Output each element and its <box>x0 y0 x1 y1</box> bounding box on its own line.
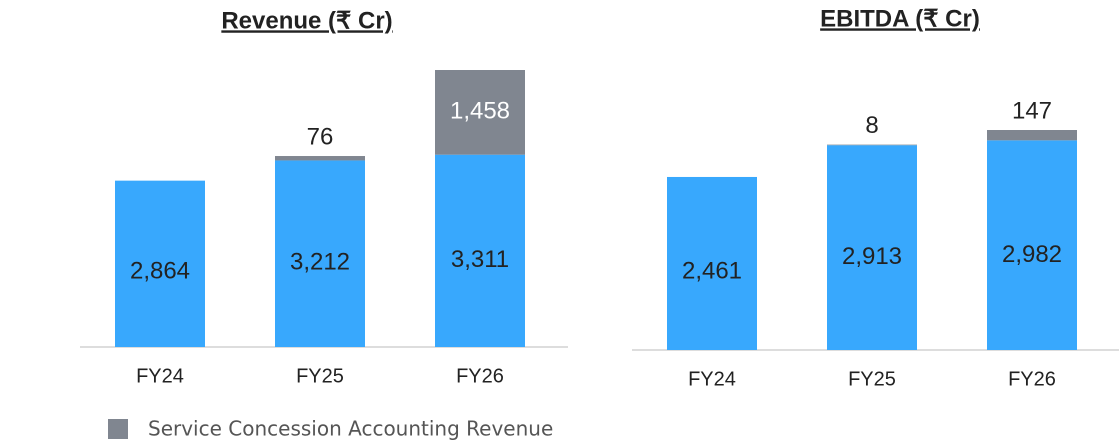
legend-swatch <box>108 419 128 439</box>
legend-label: Service Concession Accounting Revenue <box>148 417 553 441</box>
x-tick-label: FY24 <box>688 368 736 390</box>
data-label: 3,212 <box>290 248 350 275</box>
data-label: 8 <box>865 112 878 139</box>
data-label: 76 <box>307 123 334 150</box>
x-tick-label: FY25 <box>848 368 896 390</box>
data-label: 1,458 <box>450 98 510 125</box>
x-tick-label: FY26 <box>1008 368 1056 390</box>
data-label: 2,864 <box>130 257 190 284</box>
x-tick-label: FY24 <box>136 365 184 387</box>
bar-segment <box>667 176 757 350</box>
x-tick-label: FY26 <box>456 365 504 387</box>
bar-segment <box>827 144 917 146</box>
data-label: 3,311 <box>451 246 509 273</box>
chart-title: Revenue (₹ Cr) <box>221 7 392 34</box>
bar-segment <box>987 130 1077 141</box>
bar-segment <box>435 70 525 155</box>
bar-segment <box>827 145 917 350</box>
data-label: 2,461 <box>682 257 742 284</box>
x-tick-label: FY25 <box>296 365 344 387</box>
data-label: 2,982 <box>1002 241 1062 268</box>
chart-title: EBITDA (₹ Cr) <box>820 5 980 32</box>
data-label: 2,913 <box>842 243 902 270</box>
data-label: 147 <box>1012 97 1052 124</box>
bar-segment <box>275 160 365 347</box>
bar-segment <box>987 140 1077 350</box>
bar-segment <box>115 180 205 347</box>
bar-segment <box>435 154 525 347</box>
bar-segment <box>275 156 365 161</box>
